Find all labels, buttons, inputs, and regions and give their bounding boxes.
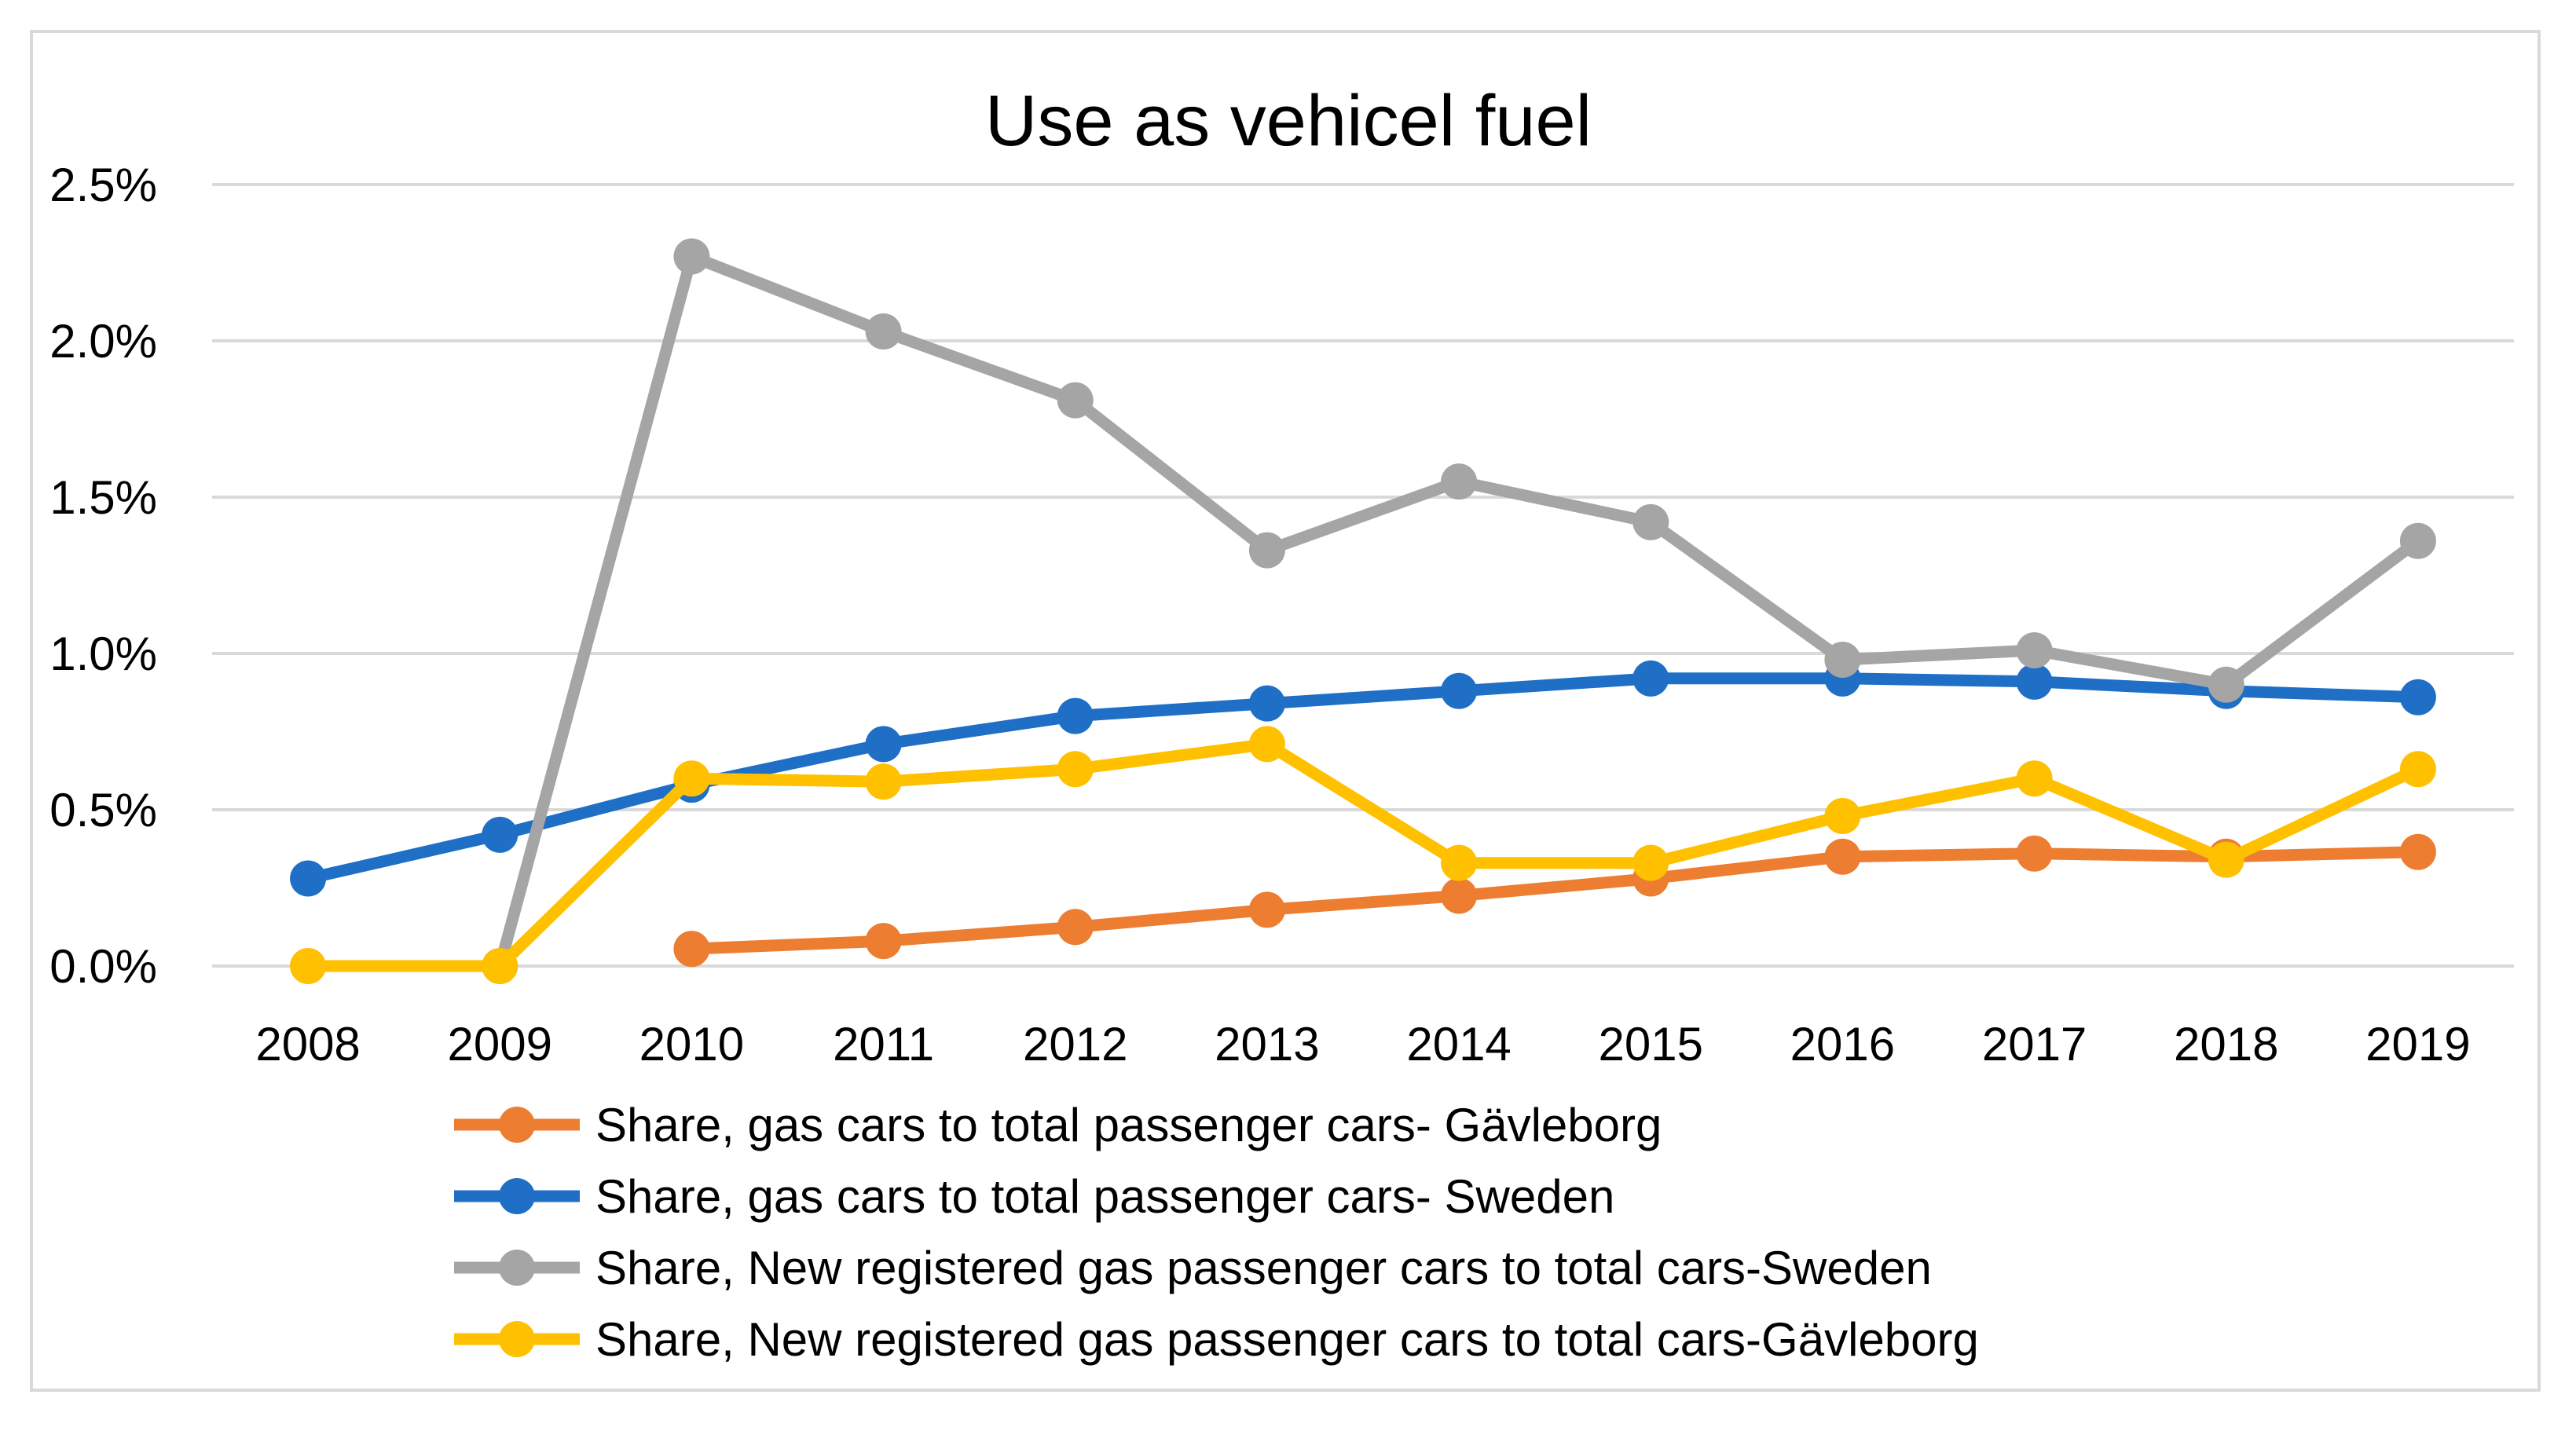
data-point (1248, 532, 1285, 569)
data-point (1057, 382, 1094, 419)
x-tick-label: 2015 (1599, 1018, 1703, 1071)
y-axis-ticks: 0.0% 0.5% 1.0% 1.5% 2.0% 2.5% (49, 159, 157, 993)
data-point (865, 763, 902, 800)
data-point (673, 760, 710, 797)
data-point (482, 948, 518, 984)
data-point (1632, 503, 1669, 540)
data-point (2399, 522, 2436, 559)
gridlines (212, 183, 2514, 968)
data-point (2016, 632, 2053, 669)
y-tick-label: 2.0% (49, 315, 157, 368)
data-point (1248, 726, 1285, 763)
data-point (2208, 666, 2244, 703)
series-line (302, 737, 2424, 972)
data-point (1441, 463, 1478, 500)
chart-title: Use as vehicel fuel (985, 81, 1592, 161)
legend-label: Share, New registered gas passenger cars… (595, 1242, 1932, 1294)
data-point (2399, 751, 2436, 788)
legend-label: Share, New registered gas passenger cars… (595, 1313, 1979, 1366)
legend-item: Share, New registered gas passenger cars… (454, 1313, 1979, 1366)
data-point (2399, 833, 2436, 870)
x-tick-label: 2016 (1790, 1018, 1895, 1071)
data-point (1248, 685, 1285, 722)
data-point (290, 860, 327, 897)
x-tick-label: 2009 (448, 1018, 552, 1071)
data-point (1824, 797, 1861, 834)
data-point (673, 931, 710, 968)
data-point (1057, 909, 1094, 946)
x-tick-label: 2008 (255, 1018, 360, 1071)
data-point (1441, 877, 1478, 914)
data-point (2016, 663, 2053, 700)
y-tick-label: 0.0% (49, 940, 157, 993)
y-tick-label: 1.5% (49, 471, 157, 524)
legend-label: Share, gas cars to total passenger cars-… (595, 1170, 1614, 1223)
data-point (482, 816, 518, 853)
x-tick-label: 2014 (1406, 1018, 1511, 1071)
data-point (290, 948, 327, 984)
series-line (685, 846, 2424, 955)
data-point (2016, 760, 2053, 797)
data-point (1824, 838, 1861, 875)
data-point (1057, 697, 1094, 734)
x-axis-ticks: 2008 2009 2010 2011 2012 2013 2014 2015 2016 2017… (255, 1018, 2470, 1071)
x-tick-label: 2012 (1023, 1018, 1127, 1071)
data-point (2208, 841, 2244, 878)
data-point (865, 923, 902, 960)
x-tick-label: 2013 (1215, 1018, 1319, 1071)
data-point (1248, 891, 1285, 928)
data-point (1441, 844, 1478, 881)
y-tick-label: 1.0% (49, 628, 157, 680)
x-tick-label: 2011 (833, 1018, 934, 1071)
series-line (302, 672, 2424, 885)
data-point (1441, 672, 1478, 709)
legend-item: Share, New registered gas passenger cars… (454, 1242, 1932, 1294)
series-1 (673, 833, 2436, 968)
data-point (1824, 641, 1861, 678)
legend-item: Share, gas cars to total passenger cars-… (454, 1170, 1614, 1223)
x-tick-label: 2010 (639, 1018, 744, 1071)
data-point (2016, 835, 2053, 872)
legend-swatch-marker (499, 1107, 535, 1143)
data-point (865, 726, 902, 763)
series-layer (290, 238, 2436, 984)
data-point (1057, 751, 1094, 788)
legend-swatch-marker (499, 1178, 535, 1214)
x-tick-label: 2018 (2174, 1018, 2278, 1071)
series-4 (290, 726, 2436, 984)
data-point (1632, 844, 1669, 881)
legend-item: Share, gas cars to total passenger cars-… (454, 1099, 1662, 1151)
legend-swatch-marker (499, 1250, 535, 1286)
chart-frame (30, 30, 2541, 1392)
y-tick-label: 2.5% (49, 159, 157, 211)
legend-swatch-marker (499, 1321, 535, 1357)
y-tick-label: 0.5% (49, 784, 157, 836)
x-tick-label: 2019 (2365, 1018, 2470, 1071)
legend-label: Share, gas cars to total passenger cars-… (595, 1099, 1662, 1151)
series-2 (290, 660, 2436, 897)
legend: Share, gas cars to total passenger cars-… (454, 1099, 1979, 1366)
x-tick-label: 2017 (1982, 1018, 2087, 1071)
data-point (865, 313, 902, 350)
data-point (1632, 660, 1669, 697)
data-point (673, 238, 710, 275)
data-point (2399, 679, 2436, 716)
